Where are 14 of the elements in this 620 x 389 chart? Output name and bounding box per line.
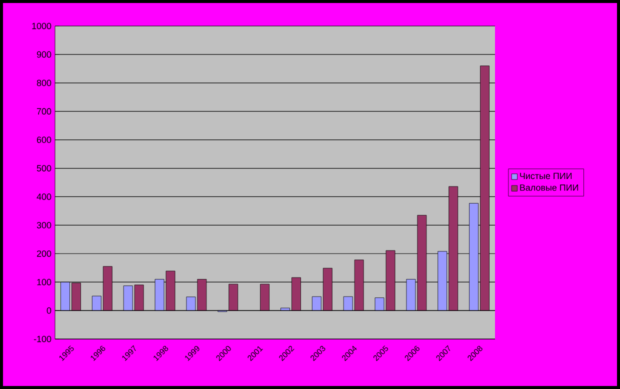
y-tick-label: 200 <box>36 250 52 257</box>
legend-label: Чистые ПИИ <box>520 172 572 180</box>
y-tick-label: 500 <box>36 165 52 172</box>
y-tick-label: 600 <box>36 136 52 143</box>
y-tick-label: 300 <box>36 222 52 228</box>
y-tick-label: 400 <box>36 194 52 200</box>
y-tick-label: 0 <box>46 307 52 314</box>
y-tick-label: 100 <box>37 278 52 286</box>
y-tick-label: 1000 <box>32 22 52 30</box>
y-tick-label: -100 <box>34 336 52 342</box>
y-tick-label: 900 <box>36 51 52 58</box>
legend-label: Валовые ПИИ <box>520 184 578 191</box>
y-tick-label: 800 <box>36 80 52 86</box>
y-tick-label: 700 <box>36 108 52 115</box>
